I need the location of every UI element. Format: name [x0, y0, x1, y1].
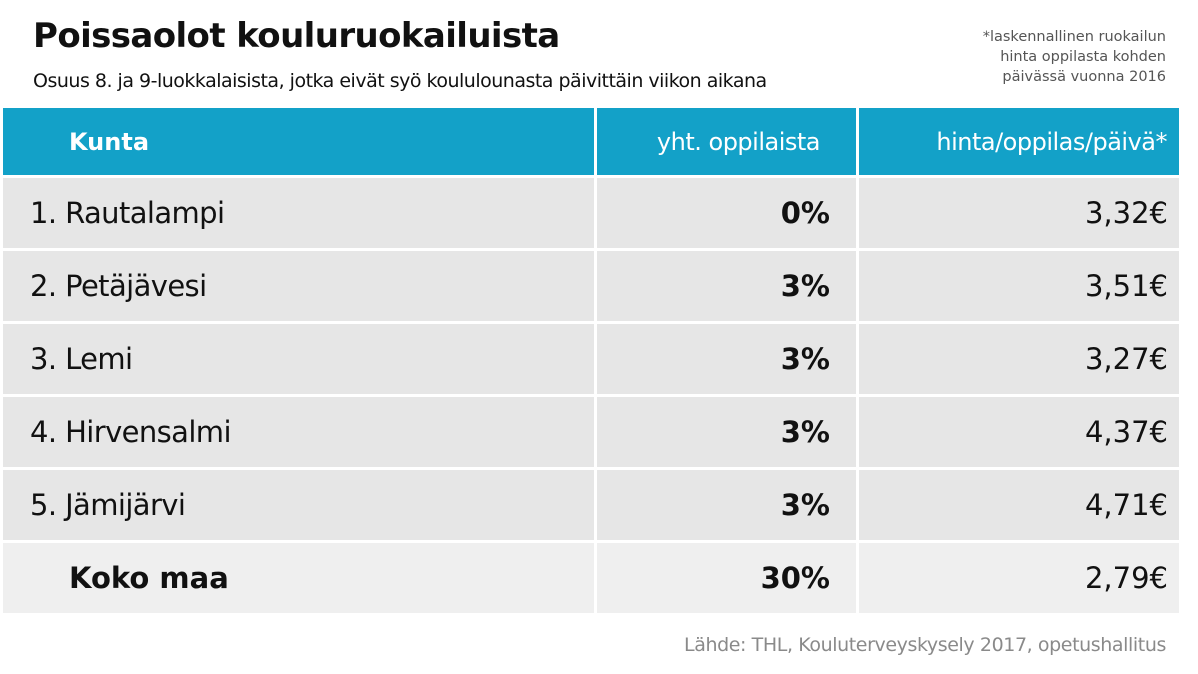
column-header-kunta: Kunta	[3, 108, 594, 175]
row-oppilaista: 3%	[597, 397, 856, 467]
row-kunta: 5. Jämijärvi	[3, 470, 594, 540]
price-footnote: *laskennallinen ruokailun hinta oppilast…	[983, 27, 1166, 87]
total-hinta: 2,79€	[859, 543, 1179, 613]
page-title: Poissaolot kouluruokailuista	[33, 16, 560, 56]
column-header-hinta: hinta/oppilas/päivä*	[859, 108, 1179, 175]
row-hinta: 4,71€	[859, 470, 1179, 540]
row-oppilaista: 3%	[597, 324, 856, 394]
table-body: 1. Rautalampi 0% 3,32€ 2. Petäjävesi 3% 3,51€…	[3, 178, 1179, 540]
row-kunta: 4. Hirvensalmi	[3, 397, 594, 467]
row-kunta: 3. Lemi	[3, 324, 594, 394]
row-oppilaista: 3%	[597, 470, 856, 540]
table-row: 3. Lemi 3% 3,27€	[3, 324, 1179, 394]
total-oppilaista: 30%	[597, 543, 856, 613]
row-hinta: 3,51€	[859, 251, 1179, 321]
table-row: 4. Hirvensalmi 3% 4,37€	[3, 397, 1179, 467]
table-row: 5. Jämijärvi 3% 4,71€	[3, 470, 1179, 540]
row-hinta: 3,27€	[859, 324, 1179, 394]
row-hinta: 3,32€	[859, 178, 1179, 248]
page-subtitle: Osuus 8. ja 9-luokkalaisista, jotka eivä…	[33, 70, 767, 92]
footnote-line: päivässä vuonna 2016	[1002, 69, 1166, 85]
table-row: 2. Petäjävesi 3% 3,51€	[3, 251, 1179, 321]
table-total-row: Koko maa 30% 2,79€	[3, 543, 1179, 613]
absence-table: Kunta yht. oppilaista hinta/oppilas/päiv…	[3, 108, 1179, 613]
total-kunta: Koko maa	[3, 543, 594, 613]
table-row: 1. Rautalampi 0% 3,32€	[3, 178, 1179, 248]
row-oppilaista: 3%	[597, 251, 856, 321]
table-header-row: Kunta yht. oppilaista hinta/oppilas/päiv…	[3, 108, 1179, 175]
row-kunta: 2. Petäjävesi	[3, 251, 594, 321]
footnote-line: hinta oppilasta kohden	[1000, 49, 1166, 65]
row-oppilaista: 0%	[597, 178, 856, 248]
row-hinta: 4,37€	[859, 397, 1179, 467]
column-header-oppilaista: yht. oppilaista	[597, 108, 856, 175]
source-credit: Lähde: THL, Kouluterveyskysely 2017, ope…	[684, 634, 1166, 656]
footnote-line: *laskennallinen ruokailun	[982, 29, 1166, 45]
row-kunta: 1. Rautalampi	[3, 178, 594, 248]
